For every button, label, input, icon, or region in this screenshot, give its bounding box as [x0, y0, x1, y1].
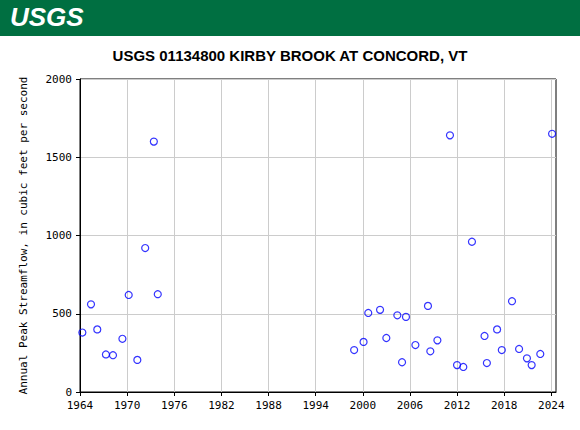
- svg-text:500: 500: [52, 307, 72, 320]
- svg-text:USGS: USGS: [10, 2, 84, 32]
- svg-text:2006: 2006: [397, 399, 424, 412]
- svg-text:2024: 2024: [538, 399, 565, 412]
- svg-text:2012: 2012: [444, 399, 471, 412]
- svg-text:1964: 1964: [67, 399, 94, 412]
- svg-text:1976: 1976: [161, 399, 188, 412]
- svg-text:1994: 1994: [302, 399, 329, 412]
- svg-text:2000: 2000: [46, 73, 73, 86]
- svg-text:1500: 1500: [46, 151, 73, 164]
- svg-text:2018: 2018: [491, 399, 518, 412]
- svg-text:0: 0: [65, 386, 72, 399]
- svg-text:1970: 1970: [114, 399, 140, 412]
- svg-text:1000: 1000: [46, 229, 73, 242]
- svg-text:1982: 1982: [208, 399, 235, 412]
- svg-text:1988: 1988: [255, 399, 282, 412]
- svg-text:USGS 01134800 KIRBY BROOK AT C: USGS 01134800 KIRBY BROOK AT CONCORD, VT: [113, 47, 468, 64]
- svg-text:2000: 2000: [350, 399, 377, 412]
- svg-text:Annual Peak Streamflow, in cub: Annual Peak Streamflow, in cubic feet pe…: [17, 77, 30, 395]
